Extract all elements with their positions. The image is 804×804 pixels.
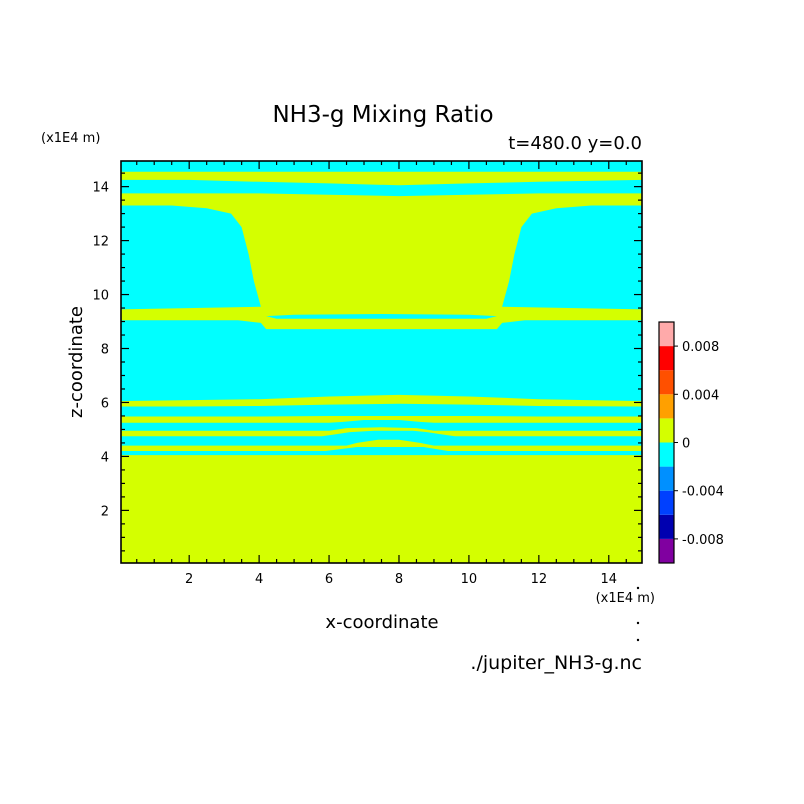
- colorbar-swatch: [659, 418, 674, 443]
- y-axis-label: z-coordinate: [66, 306, 87, 418]
- colorbar-swatch: [659, 394, 674, 419]
- colorbar-swatch: [659, 442, 674, 467]
- x-tick-label: 4: [255, 572, 263, 587]
- decor-dot: [636, 638, 640, 642]
- decor-dots: [636, 586, 640, 642]
- x-axis-label: x-coordinate: [325, 612, 438, 633]
- colorbar-swatch: [659, 514, 674, 539]
- decor-dot: [636, 586, 640, 590]
- y-tick-label: 8: [101, 343, 109, 358]
- x-unit-label: (x1E4 m): [596, 591, 655, 606]
- y-unit-label: (x1E4 m): [41, 131, 100, 146]
- colorbar-swatch: [659, 370, 674, 395]
- colorbar-tick-label: -0.004: [682, 485, 724, 500]
- colorbar-swatch: [659, 490, 674, 515]
- field-region-1: [121, 179, 642, 197]
- chart-subtitle: t=480.0 y=0.0: [508, 133, 642, 154]
- colorbar-swatch: [659, 466, 674, 491]
- colorbar-tick-label: 0.004: [682, 388, 719, 403]
- field-region-7: [121, 420, 642, 431]
- y-tick-label: 12: [92, 235, 109, 250]
- y-tick-label: 2: [101, 504, 109, 519]
- y-tick-label: 4: [101, 450, 109, 465]
- plot-frame: 2 4 6 8 10 12 14 2 4 6 8 10 12 14: [92, 160, 643, 587]
- colorbar: 0.008 0.004 0 -0.004 -0.008: [658, 321, 724, 564]
- x-tick-label: 6: [325, 572, 333, 587]
- colorbar-tick-label: -0.008: [682, 533, 724, 548]
- field-region-6: [121, 403, 642, 417]
- field-region-2: [121, 205, 261, 310]
- footer-filename: ./jupiter_NH3-g.nc: [470, 652, 642, 674]
- colorbar-tick-label: 0: [682, 437, 690, 452]
- colorbar-swatch: [659, 322, 674, 347]
- x-tick-label: 12: [531, 572, 548, 587]
- y-tick-label: 14: [92, 181, 109, 196]
- y-tick-label: 10: [92, 289, 109, 304]
- field-region-0: [121, 161, 642, 172]
- colorbar-swatch: [659, 346, 674, 371]
- x-tick-label: 10: [461, 572, 478, 587]
- plot-fill: [121, 161, 642, 563]
- field-region-4: [266, 314, 497, 319]
- colorbar-tick-label: 0.008: [682, 340, 719, 355]
- chart-title: NH3-g Mixing Ratio: [272, 102, 493, 128]
- field-region-5: [121, 320, 642, 402]
- colorbar-swatch: [659, 538, 674, 563]
- field-region-3: [502, 205, 642, 310]
- decor-dot: [636, 621, 640, 625]
- field-region-8: [121, 430, 642, 446]
- field-region-9: [121, 447, 642, 456]
- x-tick-label: 14: [601, 572, 618, 587]
- x-tick-label: 8: [395, 572, 403, 587]
- x-tick-label: 2: [185, 572, 193, 587]
- y-tick-label: 6: [101, 396, 109, 411]
